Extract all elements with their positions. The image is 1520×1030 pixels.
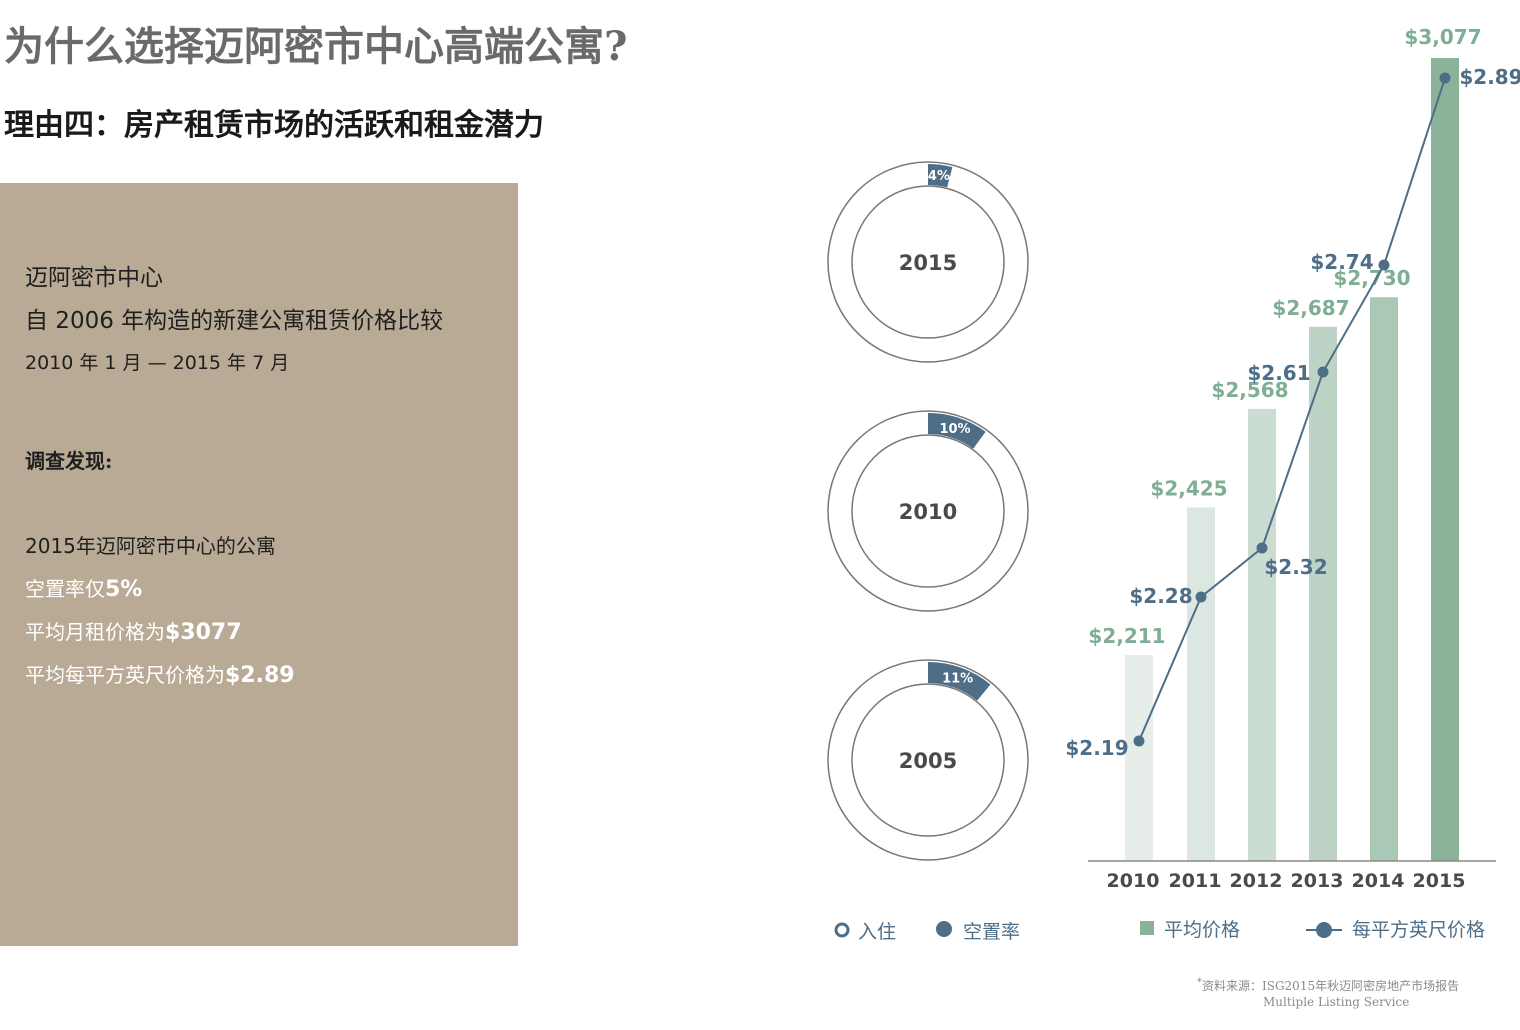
finding-intro: 2015年迈阿密市中心的公寓: [25, 534, 276, 558]
finding-sqft: 平均每平方英尺价格为$2.89: [25, 659, 295, 688]
donut-inner-ring-2010: [851, 434, 1005, 588]
legend-vacancy: 空置率: [963, 921, 1020, 943]
per-sqft-point-2015: [1439, 72, 1451, 84]
bar-2013: [1309, 326, 1337, 861]
legend: 入住 空置率 平均价格 每平方英尺价格: [834, 919, 1485, 943]
finding-vacancy: 空置率仅5%: [25, 573, 142, 602]
source-report: 资料来源：ISG2015年秋迈阿密房地产市场报告: [1202, 979, 1460, 993]
donut-inner-ring-2015: [851, 185, 1005, 339]
finding-rent-value: $3077: [165, 620, 242, 645]
x-tick-2014: 2014: [1352, 870, 1405, 892]
panel-comparison-title: 自 2006 年构造的新建公寓租赁价格比较: [25, 308, 444, 334]
x-tick-2010: 2010: [1107, 870, 1160, 892]
legend-per-sqft: 每平方英尺价格: [1352, 919, 1485, 941]
finding-rent-label: 平均月租价格为: [25, 620, 165, 644]
source-line-1: *资料来源：ISG2015年秋迈阿密房地产市场报告: [1197, 975, 1459, 994]
x-tick-2012: 2012: [1230, 870, 1283, 892]
finding-vacancy-label: 空置率仅: [25, 577, 105, 601]
donut-year-2005: 2005: [899, 749, 957, 773]
donut-outer-ring-2015: [827, 161, 1029, 363]
per-sqft-label-2013: $2.61: [1247, 361, 1310, 385]
panel-date-range: 2010 年 1 月 — 2015 年 7 月: [25, 352, 290, 374]
per-sqft-point-2010: [1133, 735, 1145, 747]
bar-2015: [1431, 58, 1459, 861]
donut-vacancy-slice-2005: [928, 662, 991, 701]
bar-2010: [1125, 655, 1153, 861]
per-sqft-point-2011: [1195, 591, 1207, 603]
per-sqft-label-2011: $2.28: [1129, 584, 1192, 608]
source-note: *资料来源：ISG2015年秋迈阿密房地产市场报告 Multiple Listi…: [1197, 975, 1459, 1010]
per-sqft-label-2015: $2.89: [1459, 65, 1520, 89]
donut-vacancy-label-2010: 10%: [939, 422, 970, 437]
donut-outer-ring-2010: [827, 410, 1029, 612]
x-tick-2015: 2015: [1413, 870, 1466, 892]
bar-2014: [1370, 297, 1398, 861]
donut-vacancy-slice-2015: [928, 164, 953, 188]
donut-vacancy-slice-2010: [928, 413, 986, 449]
bar-label-2011: $2,425: [1150, 476, 1227, 500]
source-line-2: Multiple Listing Service: [1263, 995, 1410, 1009]
donut-year-2015: 2015: [899, 251, 957, 275]
bar-label-2015: $3,077: [1404, 25, 1481, 49]
bar-label-2013: $2,687: [1272, 296, 1349, 320]
per-sqft-label-2014: $2.74: [1310, 250, 1373, 274]
donut-vacancy-label-2015: 4%: [928, 169, 950, 184]
donut-year-2010: 2010: [899, 500, 957, 524]
legend-occupied: 入住: [858, 921, 896, 943]
x-tick-2011: 2011: [1169, 870, 1222, 892]
per-sqft-point-2013: [1317, 366, 1329, 378]
donut-outer-ring-2005: [827, 659, 1029, 861]
legend-occupied-icon: [834, 922, 850, 938]
per-sqft-point-2012: [1256, 542, 1268, 554]
per-sqft-line: $2.19 $2.28 $2.32 $2.61 $2.74 $2.89: [1065, 65, 1520, 760]
per-sqft-label-2010: $2.19: [1065, 736, 1128, 760]
legend-vacancy-icon: [936, 921, 952, 937]
bar-2012: [1248, 408, 1276, 861]
legend-per-sqft-dot-icon: [1316, 922, 1332, 938]
info-panel: 迈阿密市中心 自 2006 年构造的新建公寓租赁价格比较 2010 年 1 月 …: [0, 183, 518, 946]
donut-vacancy-label-2005: 11%: [942, 672, 973, 687]
finding-rent: 平均月租价格为$3077: [25, 616, 242, 645]
bar-label-2012: $2,568: [1211, 378, 1288, 402]
bar-label-2010: $2,211: [1088, 624, 1165, 648]
legend-avg-price-icon: [1140, 921, 1154, 935]
x-tick-2013: 2013: [1291, 870, 1344, 892]
panel-location: 迈阿密市中心: [25, 265, 163, 291]
finding-sqft-value: $2.89: [225, 663, 295, 688]
findings-heading: 调查发现:: [25, 449, 113, 473]
per-sqft-point-2014: [1378, 259, 1390, 271]
price-bars: $2,211$2,425$2,568$2,687$2,730$3,077: [1088, 25, 1482, 861]
page-subtitle: 理由四：房产租赁市场的活跃和租金潜力: [4, 108, 544, 143]
per-sqft-polyline: [1138, 77, 1446, 742]
legend-avg-price: 平均价格: [1164, 919, 1240, 941]
finding-sqft-label: 平均每平方英尺价格为: [25, 663, 225, 687]
per-sqft-label-2012: $2.32: [1264, 555, 1327, 579]
vacancy-donuts: 4% 2015 10% 2010 11% 2005: [827, 161, 1029, 861]
finding-vacancy-value: 5%: [105, 577, 143, 602]
page-title: 为什么选择迈阿密市中心高端公寓?: [4, 23, 628, 70]
donut-inner-ring-2005: [851, 683, 1005, 837]
x-axis-ticks: 2010 2011 2012 2013 2014 2015: [1107, 870, 1466, 892]
bar-2011: [1187, 507, 1215, 861]
source-marker: *: [1197, 977, 1202, 988]
